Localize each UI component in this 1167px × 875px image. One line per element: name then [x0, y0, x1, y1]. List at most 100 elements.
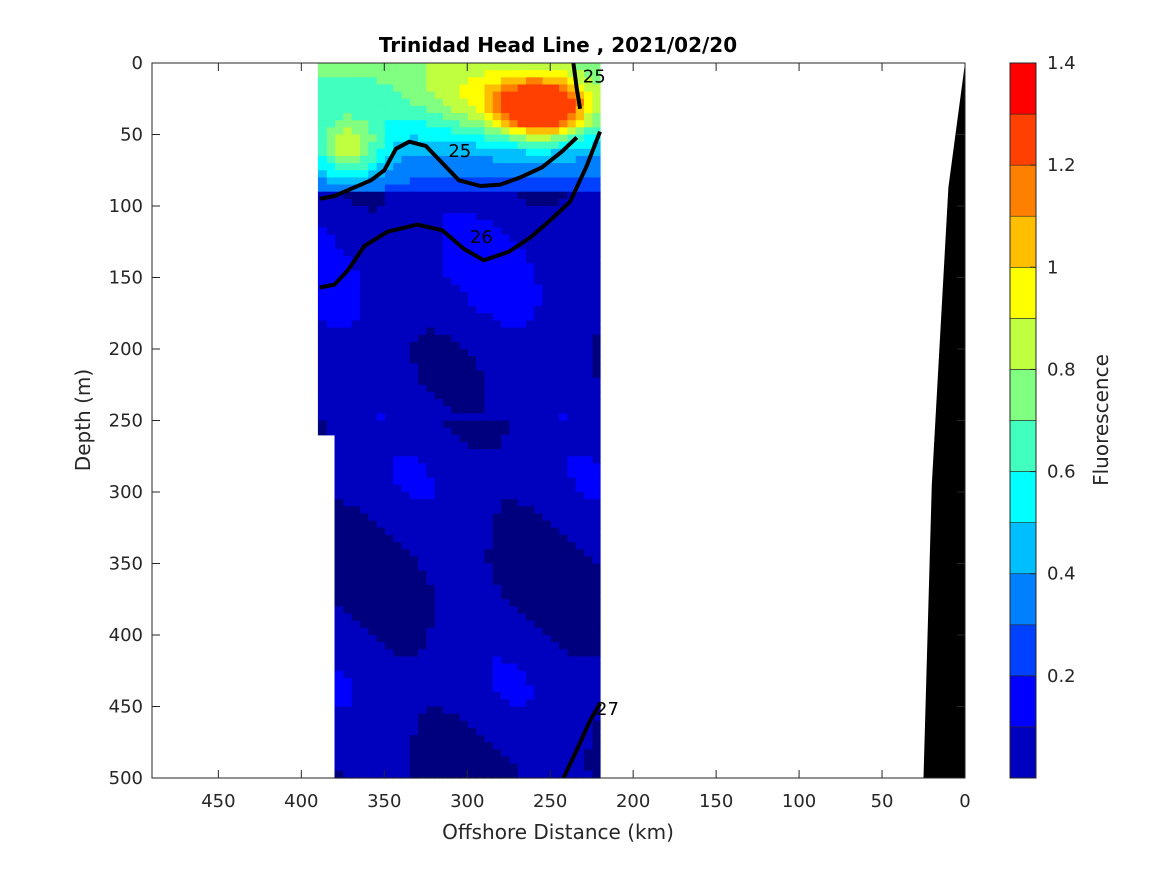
- field-cell: [375, 105, 385, 114]
- field-cell: [533, 141, 543, 150]
- field-cell: [558, 449, 568, 457]
- field-cell: [351, 499, 360, 507]
- field-cell: [400, 406, 410, 414]
- field-cell: [566, 155, 576, 164]
- field-cell: [342, 649, 352, 658]
- field-cell: [375, 70, 385, 78]
- field-cell: [409, 363, 419, 372]
- field-cell: [591, 170, 601, 178]
- field-cell: [351, 198, 360, 207]
- field-cell: [359, 499, 369, 507]
- field-cell: [442, 434, 452, 443]
- field-cell: [367, 542, 377, 550]
- field-cell: [400, 449, 410, 457]
- field-cell: [467, 670, 477, 679]
- field-cell: [458, 306, 468, 314]
- field-cell: [483, 642, 493, 650]
- field-cell: [467, 599, 477, 607]
- field-cell: [450, 627, 460, 636]
- field-cell: [550, 706, 560, 715]
- field-cell: [417, 406, 427, 414]
- field-cell: [591, 556, 601, 565]
- field-cell: [334, 549, 344, 557]
- field-cell: [326, 220, 336, 229]
- field-cell: [583, 492, 593, 500]
- field-cell: [508, 363, 518, 372]
- field-cell: [500, 356, 510, 364]
- field-cell: [409, 163, 419, 171]
- field-cell: [434, 191, 443, 200]
- field-cell: [591, 441, 601, 450]
- field-cell: [483, 484, 493, 493]
- field-cell: [566, 370, 576, 379]
- field-cell: [434, 377, 443, 386]
- field-cell: [475, 642, 485, 650]
- colorbar-band: [1009, 369, 1037, 421]
- field-cell: [492, 627, 502, 636]
- field-cell: [492, 649, 502, 658]
- field-cell: [467, 141, 477, 150]
- field-cell: [392, 685, 402, 693]
- field-cell: [450, 727, 460, 736]
- field-cell: [342, 742, 352, 750]
- field-cell: [500, 606, 510, 615]
- field-cell: [334, 120, 344, 128]
- field-cell: [367, 327, 377, 336]
- field-cell: [334, 327, 344, 336]
- field-cell: [384, 341, 394, 350]
- field-cell: [492, 406, 502, 414]
- field-cell: [467, 720, 477, 729]
- field-cell: [375, 706, 385, 715]
- field-cell: [359, 642, 369, 650]
- field-cell: [500, 699, 510, 708]
- field-cell: [558, 155, 568, 164]
- field-cell: [566, 642, 576, 650]
- field-cell: [492, 291, 502, 300]
- field-cell: [442, 384, 452, 393]
- field-cell: [400, 484, 410, 493]
- field-cell: [541, 456, 551, 464]
- field-cell: [326, 63, 336, 71]
- field-cell: [351, 592, 360, 600]
- field-cell: [508, 84, 518, 93]
- field-cell: [500, 234, 510, 243]
- field-cell: [458, 706, 468, 715]
- field-cell: [583, 534, 593, 543]
- field-cell: [450, 220, 460, 229]
- field-cell: [375, 592, 385, 600]
- field-cell: [541, 191, 551, 200]
- field-cell: [525, 449, 535, 457]
- field-cell: [425, 263, 435, 271]
- field-cell: [533, 391, 543, 400]
- field-cell: [492, 377, 502, 386]
- field-cell: [525, 327, 535, 336]
- field-cell: [533, 606, 543, 615]
- field-cell: [550, 191, 560, 200]
- field-cell: [541, 206, 551, 214]
- field-cell: [351, 606, 360, 615]
- field-cell: [558, 570, 568, 579]
- field-cell: [317, 91, 327, 100]
- field-cell: [541, 592, 551, 600]
- field-cell: [392, 91, 402, 100]
- field-cell: [425, 120, 435, 128]
- field-cell: [517, 527, 526, 536]
- field-cell: [533, 770, 543, 779]
- field-cell: [442, 298, 452, 307]
- field-cell: [483, 306, 493, 314]
- field-cell: [492, 413, 502, 422]
- field-cell: [533, 570, 543, 579]
- field-cell: [458, 327, 468, 336]
- field-cell: [342, 699, 352, 708]
- field-cell: [583, 356, 593, 364]
- field-cell: [450, 227, 460, 236]
- field-cell: [400, 649, 410, 658]
- field-cell: [575, 756, 584, 765]
- field-cell: [458, 313, 468, 321]
- field-cell: [575, 306, 584, 314]
- field-cell: [525, 384, 535, 393]
- y-tick-label: 100: [109, 196, 143, 217]
- field-cell: [400, 363, 410, 372]
- field-cell: [326, 277, 336, 286]
